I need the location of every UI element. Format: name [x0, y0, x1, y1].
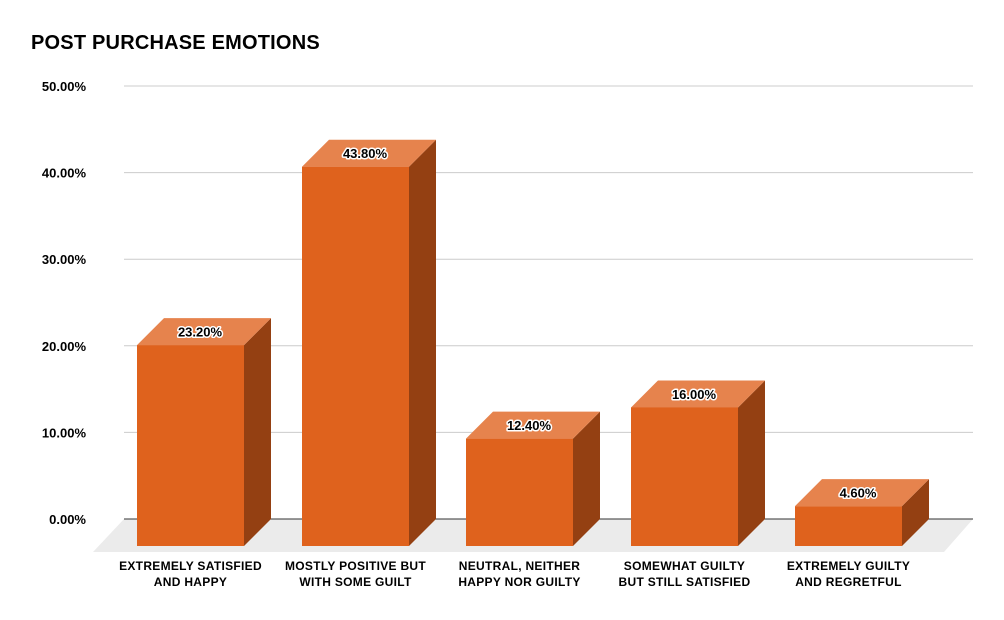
bar [302, 139, 436, 546]
bar-front [631, 407, 738, 546]
bar-side [409, 139, 436, 546]
data-label: 23.20% [178, 325, 223, 340]
y-tick-label: 20.00% [42, 339, 87, 354]
bar-top [466, 411, 600, 439]
bar-top [795, 479, 929, 507]
category-label: SOMEWHAT GUILTY BUT STILL SATISFIED [619, 559, 751, 589]
bar-side [244, 318, 271, 546]
bar-side [902, 479, 929, 546]
bar [631, 380, 765, 546]
data-label: 16.00% [672, 387, 717, 402]
y-tick-label: 0.00% [49, 512, 86, 527]
chart-title: POST PURCHASE EMOTIONS [31, 32, 320, 54]
bar [795, 479, 929, 546]
category-label: MOSTLY POSITIVE BUT WITH SOME GUILT [285, 559, 426, 589]
bar-side [738, 380, 765, 546]
bar-front [302, 166, 409, 546]
data-label: 12.40% [507, 418, 552, 433]
bar-top [302, 139, 436, 167]
y-tick-label: 10.00% [42, 425, 87, 440]
category-label: NEUTRAL, NEITHER HAPPY NOR GUILTY [458, 559, 580, 589]
category-label: EXTREMELY SATISFIED AND HAPPY [119, 559, 262, 589]
bar-front [137, 345, 244, 546]
bar-side [573, 411, 600, 546]
data-label: 43.80% [343, 146, 388, 161]
data-label: 4.60% [840, 486, 877, 501]
bar [466, 411, 600, 546]
bar-top [137, 318, 271, 346]
bar-top [631, 380, 765, 408]
bar [137, 318, 271, 546]
bar-front [795, 506, 902, 546]
y-tick-label: 30.00% [42, 252, 87, 267]
y-tick-label: 40.00% [42, 166, 87, 181]
bar-front [466, 438, 573, 546]
category-label: EXTREMELY GUILTY AND REGRETFUL [787, 559, 910, 589]
y-tick-label: 50.00% [42, 79, 87, 94]
